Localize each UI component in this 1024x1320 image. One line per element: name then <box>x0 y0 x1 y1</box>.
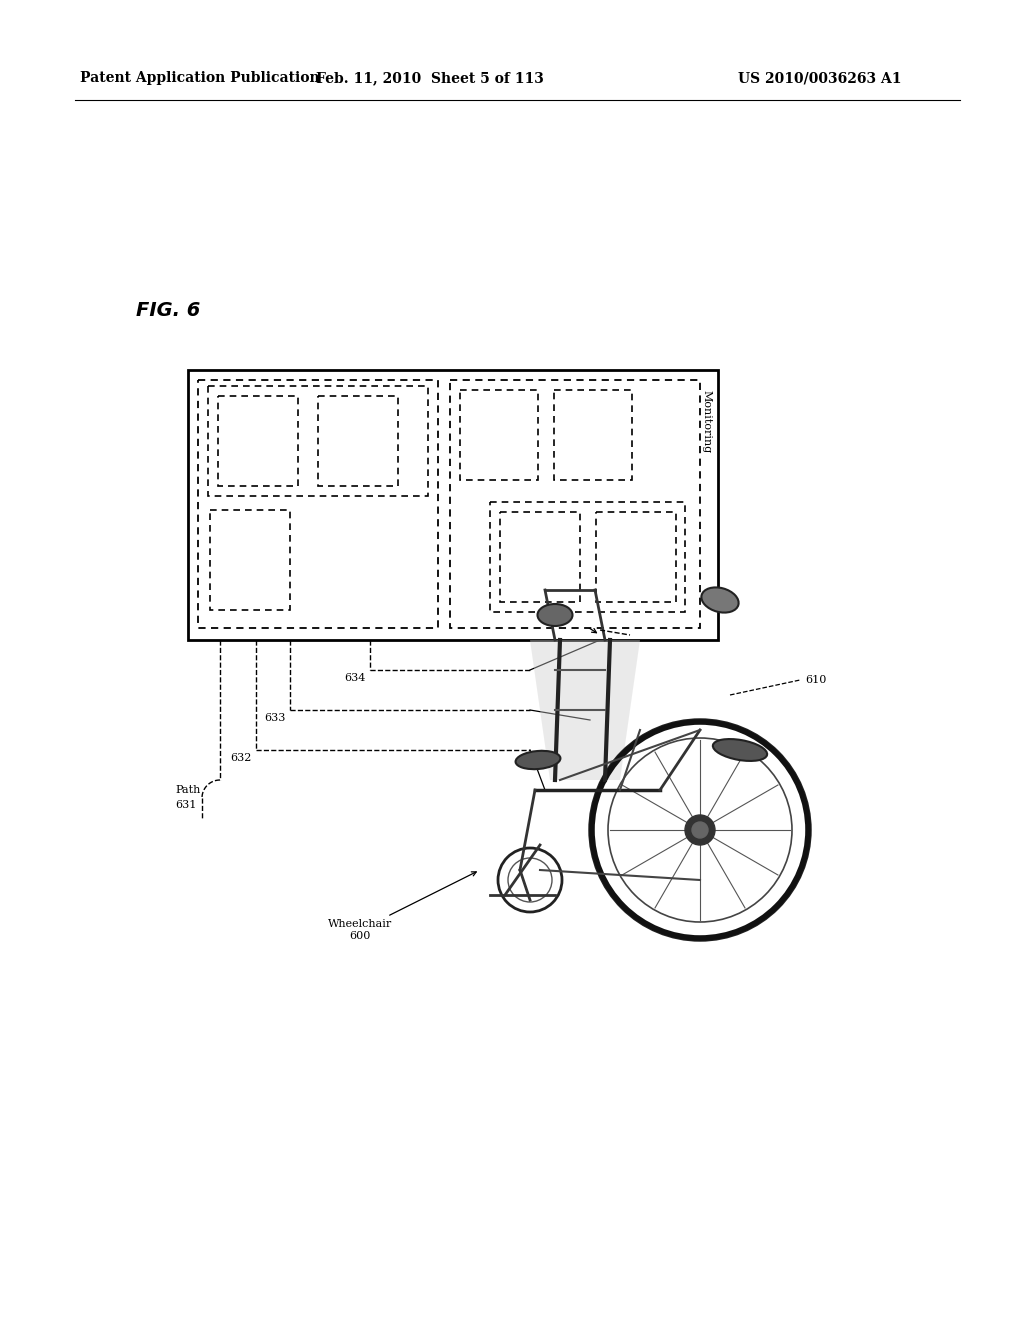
Text: Monitoring: Monitoring <box>701 389 711 453</box>
Text: 652: 652 <box>638 548 646 566</box>
Text: 632: 632 <box>230 752 251 763</box>
Text: 654: 654 <box>502 426 511 445</box>
Text: Feb. 11, 2010  Sheet 5 of 113: Feb. 11, 2010 Sheet 5 of 113 <box>316 71 544 84</box>
Text: Logic: Logic <box>408 591 417 620</box>
Text: 643: 643 <box>359 432 369 450</box>
Text: FIG. 6: FIG. 6 <box>136 301 200 319</box>
Bar <box>210 510 290 610</box>
Text: 660: 660 <box>677 389 687 412</box>
Text: Sensors
617: Sensors 617 <box>508 579 597 632</box>
Text: Path: Path <box>175 785 201 795</box>
Polygon shape <box>530 640 640 780</box>
Text: 633: 633 <box>264 713 286 723</box>
Text: Result: Result <box>583 420 592 450</box>
Circle shape <box>692 822 708 838</box>
Bar <box>208 385 428 496</box>
Text: 634: 634 <box>344 673 366 682</box>
Ellipse shape <box>713 739 767 760</box>
Text: Responsive: Responsive <box>460 561 469 620</box>
Circle shape <box>685 814 715 845</box>
Text: 610: 610 <box>805 675 826 685</box>
Bar <box>188 370 718 640</box>
Text: 651: 651 <box>542 548 551 566</box>
Bar <box>596 512 676 602</box>
Bar <box>450 380 700 628</box>
Text: Module: Module <box>248 422 256 459</box>
Text: 650: 650 <box>483 601 493 620</box>
Text: Module: Module <box>347 422 356 459</box>
Text: 640: 640 <box>395 601 404 620</box>
Text: Module: Module <box>240 541 249 578</box>
Text: Wheelchair
600: Wheelchair 600 <box>328 873 476 941</box>
Ellipse shape <box>701 587 738 612</box>
Ellipse shape <box>515 751 560 770</box>
Ellipse shape <box>538 605 572 626</box>
Bar <box>490 502 685 612</box>
Text: 655: 655 <box>596 426 604 445</box>
Text: US 2010/0036263 A1: US 2010/0036263 A1 <box>738 71 902 84</box>
Text: Patent Application Publication: Patent Application Publication <box>80 71 319 84</box>
Text: Antenna: Antenna <box>488 414 498 455</box>
Text: Apparatus: Apparatus <box>689 389 699 449</box>
Text: 641: 641 <box>252 550 260 569</box>
Bar <box>218 396 298 486</box>
Bar <box>318 396 398 486</box>
Text: Detection: Detection <box>420 569 428 620</box>
Text: Module: Module <box>529 539 539 576</box>
Text: Logic: Logic <box>471 591 480 620</box>
Bar <box>198 380 438 628</box>
Text: Module: Module <box>626 539 635 576</box>
Text: 642: 642 <box>259 432 268 450</box>
Bar <box>500 512 580 602</box>
Bar <box>460 389 538 480</box>
Text: 631: 631 <box>175 800 197 810</box>
Bar <box>554 389 632 480</box>
